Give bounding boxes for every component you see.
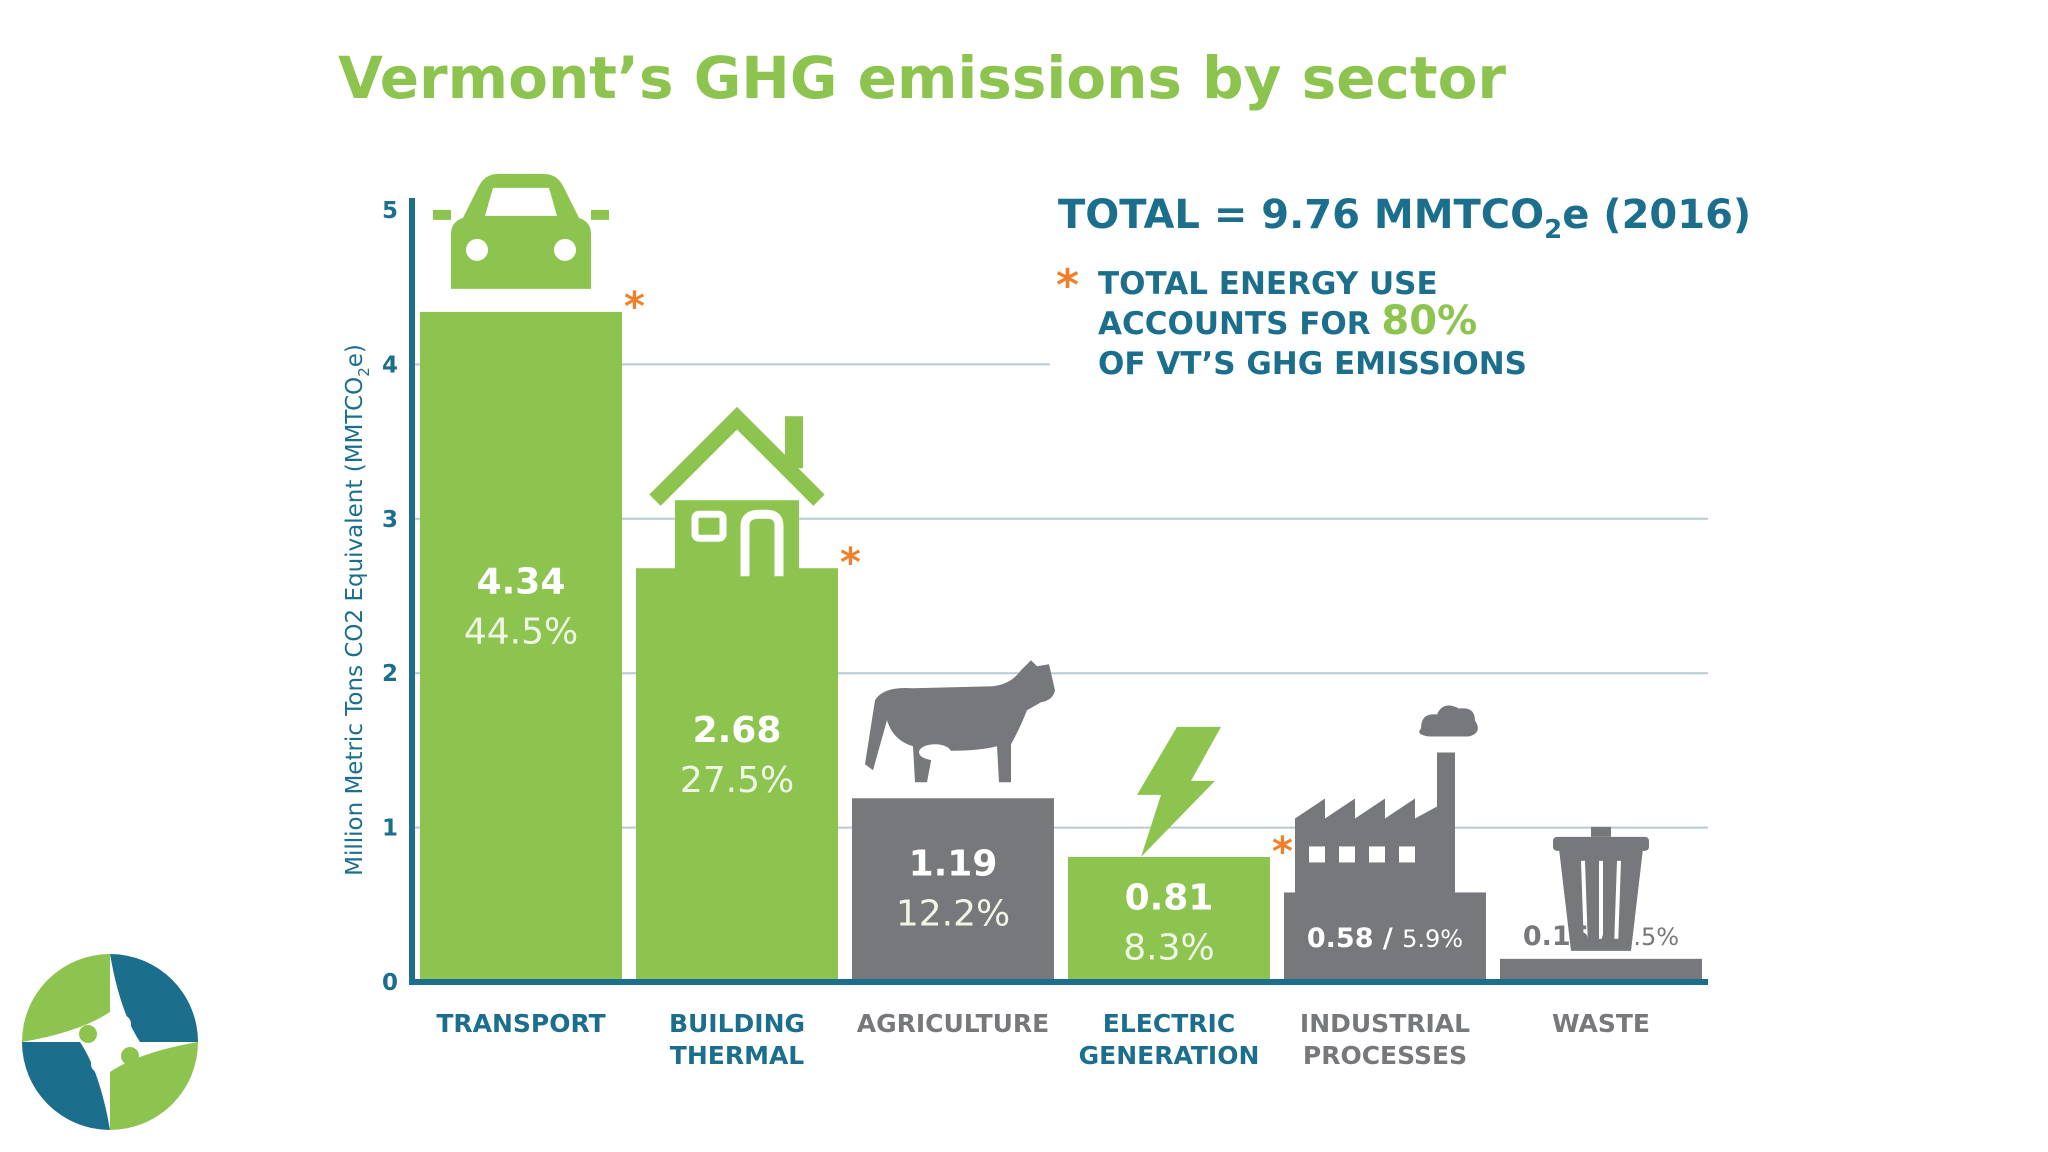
car-windshield xyxy=(485,187,557,216)
x-tick-label: GENERATION xyxy=(1079,1041,1260,1070)
car-headlight xyxy=(466,238,488,261)
note-line-3: OF VT’S GHG EMISSIONS xyxy=(1098,346,1527,382)
bar xyxy=(1284,892,1486,979)
factory-window xyxy=(1399,846,1415,863)
bar xyxy=(1500,958,1702,979)
bar-percent-label: 44.5% xyxy=(464,611,578,652)
sector-icons xyxy=(433,173,1649,951)
bar xyxy=(852,798,1054,979)
bar-value-label: 4.34 xyxy=(477,561,566,602)
chart-title: Vermont’s GHG emissions by sector xyxy=(338,44,1506,112)
factory-window xyxy=(1339,846,1355,863)
trash-can-icon xyxy=(1553,826,1649,951)
bar xyxy=(636,568,838,979)
bar-percent-label: 27.5% xyxy=(680,760,794,801)
bar-value-label: 1.19 xyxy=(909,843,998,884)
bar-value-label: 0.15 / 1.5% xyxy=(1523,921,1679,952)
cow-body xyxy=(865,660,1055,783)
bar-percent-label: 12.2% xyxy=(896,893,1010,934)
bar-value-label: 0.81 xyxy=(1125,877,1214,918)
y-tick-label: 0 xyxy=(382,970,398,996)
car-icon xyxy=(433,173,609,289)
note-asterisk: * xyxy=(1056,260,1079,311)
bar-asterisk: * xyxy=(840,540,861,586)
house-roof xyxy=(649,406,825,506)
trash-can-lid xyxy=(1553,836,1649,851)
lightning-bolt xyxy=(1137,726,1221,857)
house-chimney xyxy=(785,416,803,469)
bars xyxy=(420,311,1702,979)
x-tick-label: ELECTRIC xyxy=(1103,1009,1235,1038)
car-mirror xyxy=(591,209,609,220)
y-axis-label: Million Metric Tons CO2 Equivalent (MMTC… xyxy=(342,344,373,876)
house-window xyxy=(691,510,727,542)
bar xyxy=(1068,856,1270,979)
y-tick-label: 4 xyxy=(382,352,398,378)
house-door xyxy=(740,509,784,577)
y-tick-label: 1 xyxy=(382,816,398,842)
trash-can-stripe xyxy=(1581,860,1588,939)
x-tick-label: THERMAL xyxy=(670,1041,805,1070)
x-tick-label: AGRICULTURE xyxy=(857,1009,1050,1038)
cow-icon xyxy=(865,660,1055,783)
x-tick-label: TRANSPORT xyxy=(436,1009,605,1038)
y-tick-label: 3 xyxy=(382,507,398,533)
vermont-logo xyxy=(18,950,202,1134)
car-body xyxy=(451,173,591,289)
house-base xyxy=(657,576,817,587)
bar-value-label: 0.58 / 5.9% xyxy=(1307,923,1463,954)
house-icon xyxy=(649,406,825,587)
factory-icon xyxy=(1295,705,1478,905)
y-tick-label: 5 xyxy=(382,198,398,224)
note-line-1: TOTAL ENERGY USE xyxy=(1098,266,1438,302)
bar-value-label: 2.68 xyxy=(693,710,782,751)
x-tick-label: INDUSTRIAL xyxy=(1300,1009,1470,1038)
total-label: TOTAL = 9.76 MMTCO2e (2016) xyxy=(1058,192,1751,245)
x-tick-label: BUILDING xyxy=(669,1009,805,1038)
y-tick-label: 2 xyxy=(382,661,398,687)
factory-smoke xyxy=(1419,705,1478,737)
note-line-2: ACCOUNTS FOR 80% xyxy=(1098,298,1477,344)
note-highlight: 80% xyxy=(1381,298,1477,344)
factory-window xyxy=(1309,846,1325,863)
trash-can-stripe xyxy=(1614,860,1621,939)
factory-building xyxy=(1295,752,1455,905)
lightning-icon xyxy=(1137,726,1221,857)
bar-percent-label: 8.3% xyxy=(1123,927,1214,968)
bar-asterisk: * xyxy=(624,284,645,330)
axes: 0 1 2 3 4 5 TRANSPORT BUILDING THERMAL AGRICULTUR… xyxy=(382,198,1708,1070)
car-headlight xyxy=(554,238,576,261)
bar-labels: * 4.34 44.5% * 2.68 27.5% 1.19 12.2% * 0.81 8.3% 0.… xyxy=(464,284,1679,969)
factory-window xyxy=(1369,846,1385,863)
x-tick-label: WASTE xyxy=(1552,1009,1650,1038)
car-mirror xyxy=(433,209,451,220)
trash-can-handle xyxy=(1591,826,1611,837)
bar xyxy=(420,311,622,979)
cow-udder xyxy=(919,744,951,761)
bar-asterisk: * xyxy=(1272,829,1293,875)
x-tick-label: PROCESSES xyxy=(1303,1041,1467,1070)
total-box-bg xyxy=(1050,180,1710,390)
